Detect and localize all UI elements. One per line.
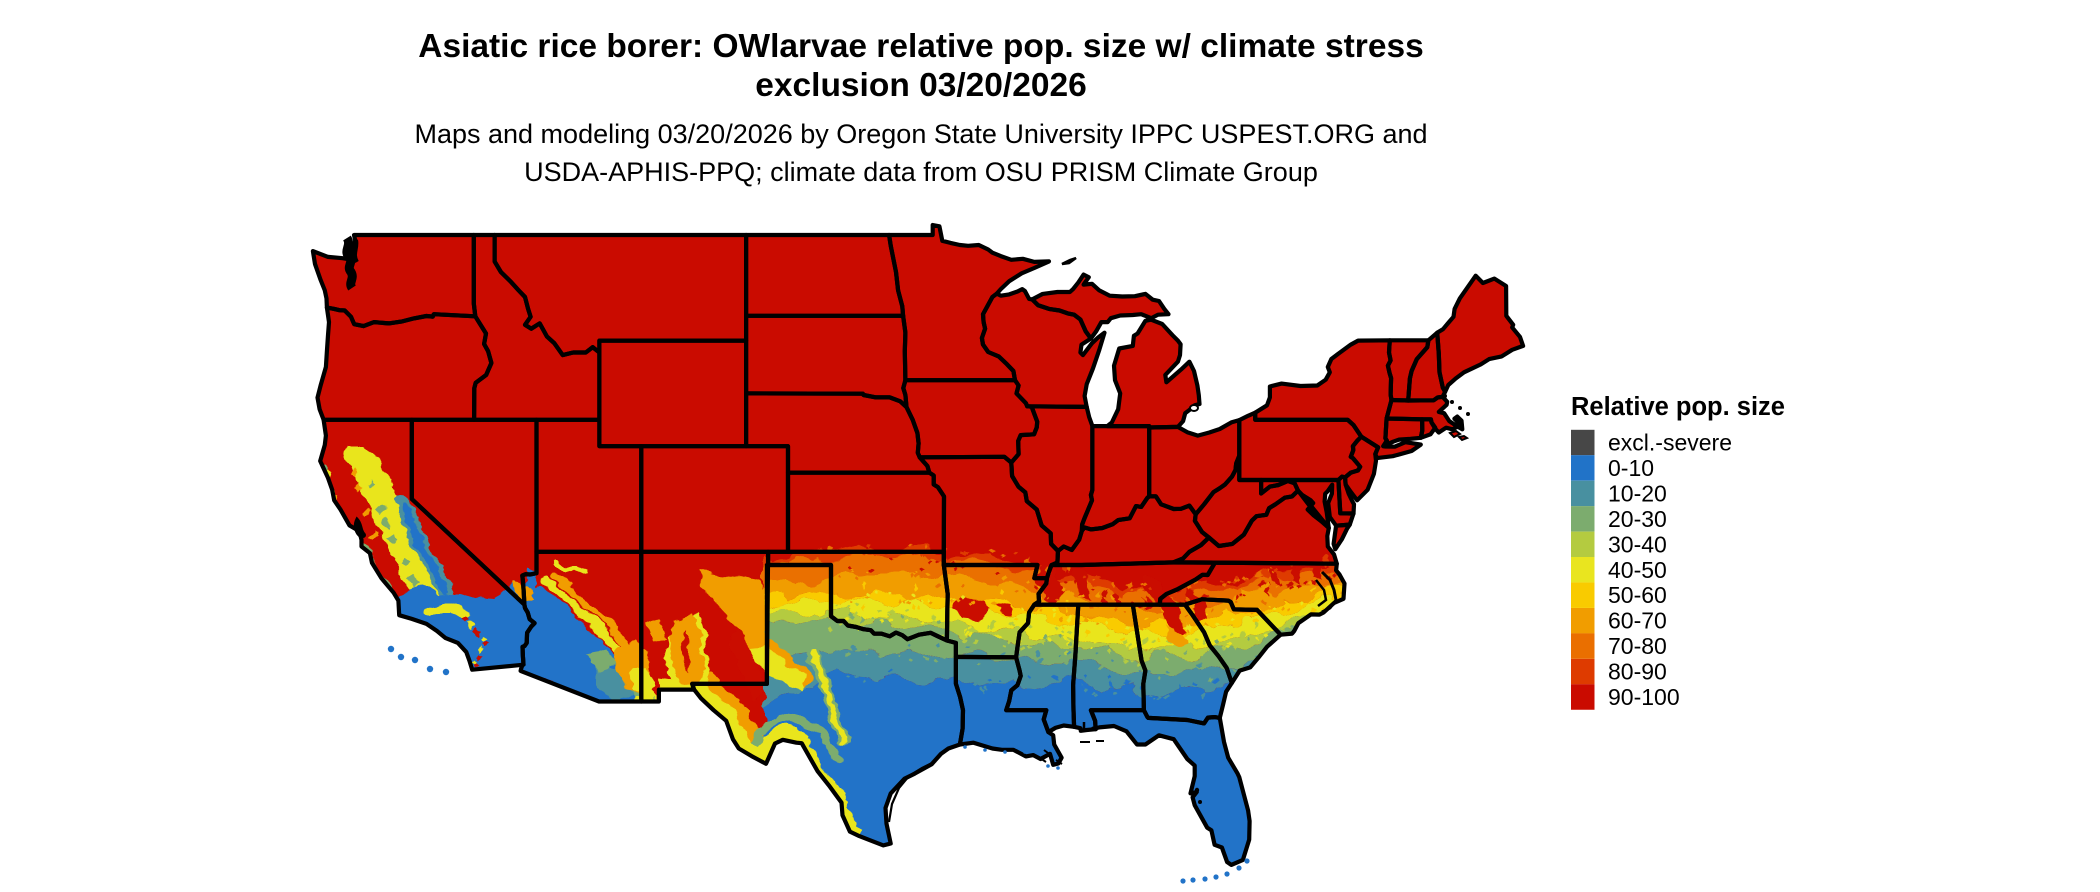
svg-text:exclusion 03/20/2026: exclusion 03/20/2026 [755, 67, 1087, 104]
svg-text:0-10: 0-10 [1608, 455, 1654, 481]
svg-text:Asiatic rice borer: OWlarvae r: Asiatic rice borer: OWlarvae relative po… [418, 28, 1423, 65]
svg-text:40-50: 40-50 [1608, 557, 1667, 583]
svg-text:30-40: 30-40 [1608, 531, 1667, 557]
svg-text:10-20: 10-20 [1608, 480, 1667, 506]
svg-text:90-100: 90-100 [1608, 684, 1680, 710]
svg-text:80-90: 80-90 [1608, 659, 1667, 685]
svg-text:Maps and modeling 03/20/2026 b: Maps and modeling 03/20/2026 by Oregon S… [414, 119, 1427, 149]
svg-text:70-80: 70-80 [1608, 633, 1667, 659]
svg-text:60-70: 60-70 [1608, 608, 1667, 634]
svg-text:Relative pop. size: Relative pop. size [1571, 393, 1785, 421]
svg-text:excl.-severe: excl.-severe [1608, 430, 1732, 456]
svg-text:20-30: 20-30 [1608, 506, 1667, 532]
svg-text:50-60: 50-60 [1608, 582, 1667, 608]
svg-text:USDA-APHIS-PPQ; climate data f: USDA-APHIS-PPQ; climate data from OSU PR… [524, 157, 1318, 187]
